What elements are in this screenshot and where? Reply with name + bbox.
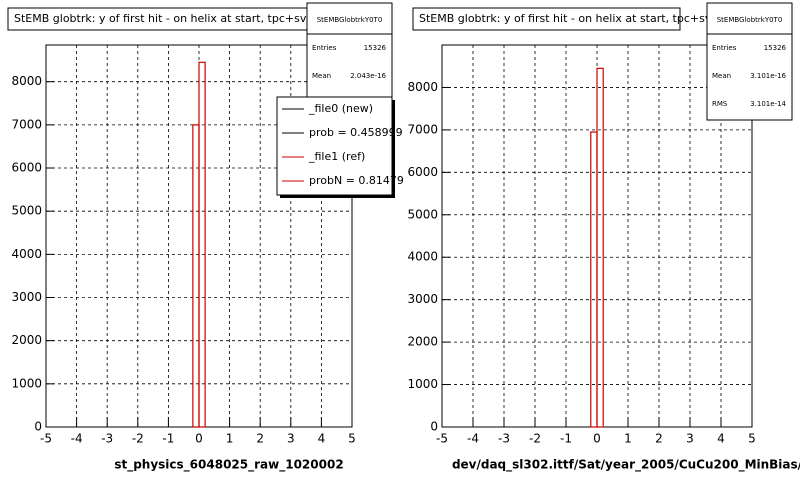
y-tick-label: 4000 (11, 247, 42, 261)
x-tick-label: -2 (132, 432, 144, 446)
legend-box (276, 96, 393, 196)
stats-title: StEMBGlobtrkY0T0 (317, 16, 383, 24)
y-tick-label: 1000 (11, 376, 42, 390)
x-tick-label: 0 (593, 432, 601, 446)
x-axis-label: st_physics_6048025_raw_1020002 (114, 458, 343, 473)
stats-label: Entries (712, 44, 737, 52)
legend-label: _file1 (ref) (308, 150, 365, 163)
x-tick-label: 2 (256, 432, 264, 446)
histogram-bin (596, 67, 604, 428)
legend-label: probN = 0.81479 (309, 174, 404, 187)
x-tick-label: -1 (162, 432, 174, 446)
title-box (412, 7, 681, 31)
legend-label: _file0 (new) (308, 102, 373, 115)
y-tick-label: 5000 (11, 204, 42, 218)
x-tick-label: 5 (348, 432, 356, 446)
y-tick-label: 1000 (407, 377, 438, 391)
legend-label: prob = 0.458999 (309, 126, 403, 139)
chart-title: StEMB globtrk: y of first hit - on helix… (419, 12, 716, 25)
y-tick-label: 8000 (11, 74, 42, 88)
y-tick-label: 2000 (11, 333, 42, 347)
x-tick-label: -2 (529, 432, 541, 446)
chart-title: StEMB globtrk: y of first hit - on helix… (14, 12, 311, 25)
y-tick-label: 6000 (407, 165, 438, 179)
stats-value: 15326 (764, 44, 787, 52)
x-tick-label: 1 (226, 432, 234, 446)
histogram-bin (198, 61, 206, 428)
stats-label: Mean (712, 72, 731, 80)
y-tick-label: 5000 (407, 207, 438, 221)
x-axis-label: dev/daq_sl302.ittf/Sat/year_2005/CuCu200… (452, 458, 800, 473)
y-tick-label: 0 (430, 420, 438, 434)
y-tick-label: 3000 (11, 290, 42, 304)
y-tick-label: 8000 (407, 80, 438, 94)
x-tick-label: 5 (748, 432, 756, 446)
stats-title: StEMBGlobtrkY0T0 (717, 16, 783, 24)
y-tick-label: 3000 (407, 292, 438, 306)
x-tick-label: -4 (467, 432, 479, 446)
stats-value: 2.043e-16 (350, 72, 386, 80)
stats-label: RMS (712, 100, 728, 108)
x-tick-label: 0 (195, 432, 203, 446)
x-tick-label: 1 (624, 432, 632, 446)
stats-label: Mean (312, 72, 331, 80)
y-tick-label: 2000 (407, 335, 438, 349)
x-tick-label: -1 (560, 432, 572, 446)
y-tick-label: 7000 (407, 122, 438, 136)
y-tick-label: 4000 (407, 250, 438, 264)
x-tick-label: 3 (686, 432, 694, 446)
x-tick-label: 4 (717, 432, 725, 446)
stats-label: Entries (312, 44, 337, 52)
y-tick-label: 7000 (11, 117, 42, 131)
y-tick-label: 0 (34, 420, 42, 434)
x-tick-label: -5 (40, 432, 52, 446)
x-tick-label: -3 (101, 432, 113, 446)
x-tick-label: 3 (287, 432, 295, 446)
stats-value: 3.101e-16 (750, 72, 786, 80)
x-tick-label: 2 (655, 432, 663, 446)
x-tick-label: -3 (498, 432, 510, 446)
y-tick-label: 6000 (11, 161, 42, 175)
x-tick-label: -4 (71, 432, 83, 446)
stats-value: 3.101e-14 (750, 100, 786, 108)
stats-box (706, 2, 793, 121)
x-tick-label: 4 (318, 432, 326, 446)
x-tick-label: -5 (436, 432, 448, 446)
stats-value: 15326 (364, 44, 387, 52)
